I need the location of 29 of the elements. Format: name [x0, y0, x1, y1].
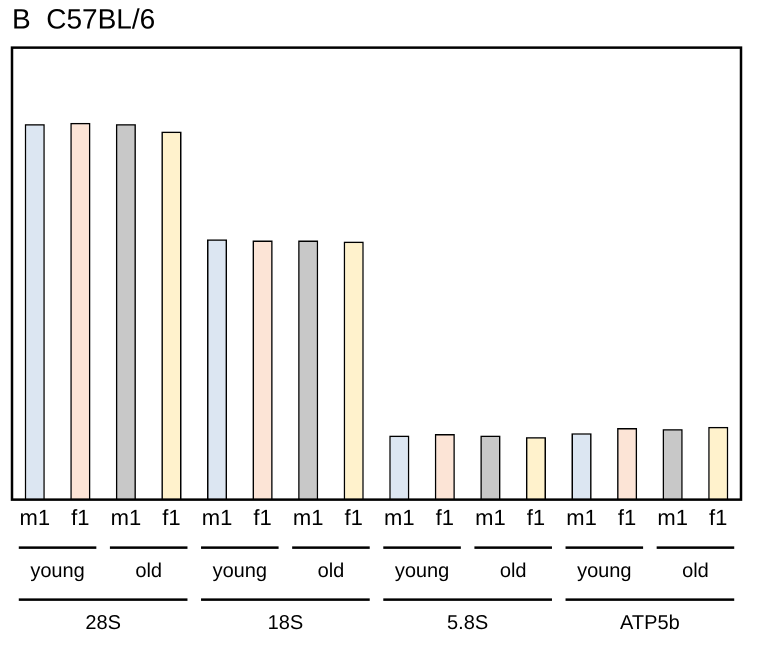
- text: young: [577, 560, 632, 582]
- x-tick-label: f1: [436, 504, 454, 530]
- x-tick-label: m1: [384, 504, 415, 530]
- x-tick-label: f1: [618, 504, 636, 530]
- text: young: [30, 560, 85, 582]
- text: old: [682, 560, 709, 582]
- text: old: [135, 560, 162, 582]
- x-tick-label: m1: [202, 504, 232, 530]
- x-tick-label: f1: [344, 504, 363, 530]
- text: young: [212, 560, 268, 582]
- x-tick-label: m1: [475, 504, 506, 530]
- x-tick-label: m1: [292, 504, 324, 530]
- text: old: [500, 560, 527, 582]
- text: 5.8S: [447, 612, 488, 634]
- x-tick-label: m1: [110, 504, 142, 530]
- x-tick-label: f1: [162, 504, 181, 530]
- x-tick-label: f1: [71, 504, 90, 530]
- text: ATP5b: [620, 612, 680, 634]
- x-tick-label: f1: [709, 504, 728, 530]
- text: old: [318, 560, 344, 582]
- x-tick-label: f1: [253, 504, 272, 530]
- text: 18S: [268, 612, 304, 634]
- chart-title: B C57BL/6: [12, 4, 156, 35]
- text: young: [394, 560, 450, 582]
- x-tick-label: m1: [566, 504, 597, 530]
- x-tick-label: m1: [657, 504, 688, 530]
- x-tick-label: f1: [526, 504, 546, 530]
- text: 28S: [85, 612, 121, 634]
- x-tick-label: m1: [20, 504, 50, 530]
